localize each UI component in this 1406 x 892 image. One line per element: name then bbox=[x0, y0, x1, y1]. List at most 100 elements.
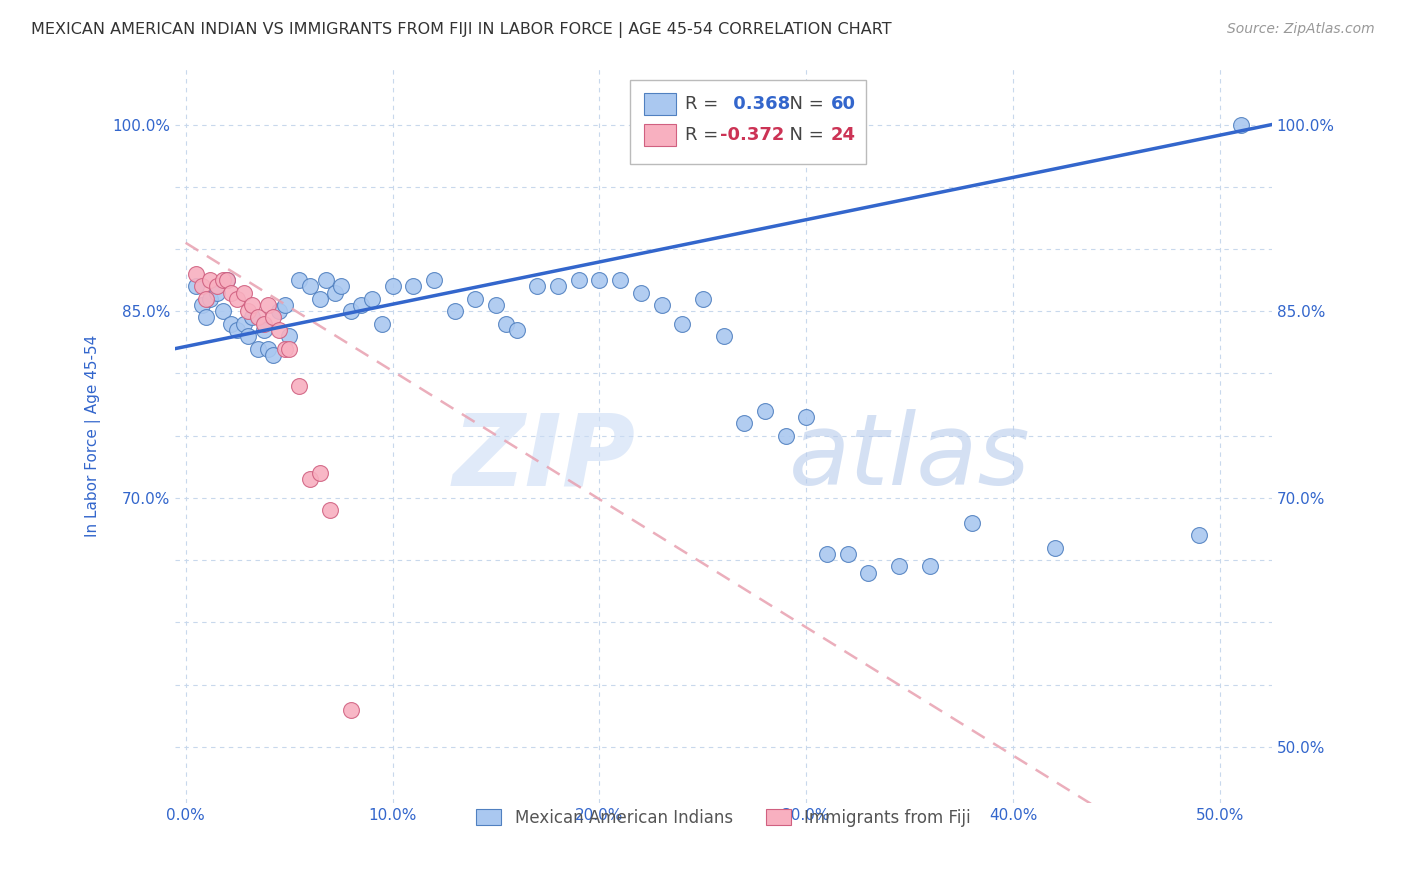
Point bbox=[1230, 118, 1253, 132]
Point bbox=[298, 472, 321, 486]
Point bbox=[195, 292, 218, 306]
Point bbox=[240, 310, 263, 325]
Text: MEXICAN AMERICAN INDIAN VS IMMIGRANTS FROM FIJI IN LABOR FORCE | AGE 45-54 CORRE: MEXICAN AMERICAN INDIAN VS IMMIGRANTS FR… bbox=[31, 22, 891, 38]
Point bbox=[219, 317, 242, 331]
Point bbox=[240, 298, 263, 312]
Text: 60: 60 bbox=[831, 95, 856, 112]
Point bbox=[340, 703, 363, 717]
Point bbox=[526, 279, 548, 293]
Point bbox=[568, 273, 591, 287]
Point bbox=[485, 298, 508, 312]
Point bbox=[226, 292, 249, 306]
Point bbox=[247, 310, 270, 325]
Point bbox=[340, 304, 363, 318]
Point bbox=[360, 292, 382, 306]
Point bbox=[253, 323, 276, 337]
Point bbox=[495, 317, 517, 331]
Text: Source: ZipAtlas.com: Source: ZipAtlas.com bbox=[1227, 22, 1375, 37]
Point bbox=[212, 273, 235, 287]
Text: -0.372: -0.372 bbox=[720, 126, 785, 144]
Point bbox=[754, 404, 776, 418]
Point bbox=[205, 279, 228, 293]
Point bbox=[323, 285, 346, 300]
Point bbox=[309, 466, 332, 480]
Point bbox=[200, 292, 222, 306]
Point bbox=[920, 559, 942, 574]
Point bbox=[630, 285, 652, 300]
Text: ZIP: ZIP bbox=[453, 409, 636, 507]
Point bbox=[278, 329, 301, 343]
Text: 24: 24 bbox=[831, 126, 856, 144]
Text: R =: R = bbox=[685, 126, 724, 144]
Point bbox=[184, 267, 207, 281]
Point bbox=[257, 298, 280, 312]
Point bbox=[267, 323, 290, 337]
Point bbox=[274, 298, 297, 312]
Point bbox=[588, 273, 610, 287]
Point bbox=[796, 410, 818, 425]
Point bbox=[547, 279, 569, 293]
FancyBboxPatch shape bbox=[644, 124, 676, 145]
Point bbox=[315, 273, 337, 287]
Point bbox=[195, 310, 218, 325]
Point bbox=[212, 304, 235, 318]
Point bbox=[232, 285, 254, 300]
Point bbox=[815, 547, 838, 561]
Point bbox=[262, 310, 284, 325]
Point bbox=[858, 566, 880, 580]
Point bbox=[267, 304, 290, 318]
Point bbox=[226, 323, 249, 337]
Point bbox=[650, 298, 672, 312]
Point bbox=[253, 317, 276, 331]
Point bbox=[443, 304, 465, 318]
FancyBboxPatch shape bbox=[630, 79, 866, 164]
Point bbox=[184, 279, 207, 293]
Point bbox=[1188, 528, 1211, 542]
Point bbox=[423, 273, 446, 287]
Point bbox=[309, 292, 332, 306]
Point bbox=[219, 285, 242, 300]
Point bbox=[381, 279, 404, 293]
Point bbox=[236, 304, 259, 318]
Point bbox=[191, 279, 214, 293]
Text: R =: R = bbox=[685, 95, 724, 112]
Point bbox=[262, 348, 284, 362]
Text: atlas: atlas bbox=[789, 409, 1031, 507]
Point bbox=[692, 292, 714, 306]
Point bbox=[464, 292, 486, 306]
Y-axis label: In Labor Force | Age 45-54: In Labor Force | Age 45-54 bbox=[86, 334, 101, 537]
Point bbox=[274, 342, 297, 356]
Point bbox=[733, 417, 755, 431]
Point bbox=[191, 298, 214, 312]
Point bbox=[402, 279, 425, 293]
Point bbox=[215, 273, 238, 287]
Point bbox=[236, 329, 259, 343]
Point bbox=[200, 273, 222, 287]
Point bbox=[215, 273, 238, 287]
Point bbox=[205, 285, 228, 300]
Point bbox=[371, 317, 394, 331]
Point bbox=[775, 428, 797, 442]
Point bbox=[298, 279, 321, 293]
Point bbox=[319, 503, 342, 517]
Point bbox=[505, 323, 527, 337]
Legend: Mexican American Indians, Immigrants from Fiji: Mexican American Indians, Immigrants fro… bbox=[468, 800, 980, 835]
Point bbox=[350, 298, 373, 312]
Point bbox=[329, 279, 352, 293]
Text: N =: N = bbox=[779, 95, 830, 112]
Point bbox=[889, 559, 911, 574]
Point bbox=[232, 317, 254, 331]
Point bbox=[247, 342, 270, 356]
Point bbox=[671, 317, 693, 331]
FancyBboxPatch shape bbox=[644, 93, 676, 115]
Text: N =: N = bbox=[779, 126, 830, 144]
Point bbox=[960, 516, 983, 530]
Point bbox=[288, 379, 311, 393]
Text: 0.368: 0.368 bbox=[727, 95, 790, 112]
Point bbox=[288, 273, 311, 287]
Point bbox=[837, 547, 859, 561]
Point bbox=[278, 342, 301, 356]
Point bbox=[257, 342, 280, 356]
Point bbox=[1043, 541, 1066, 555]
Point bbox=[609, 273, 631, 287]
